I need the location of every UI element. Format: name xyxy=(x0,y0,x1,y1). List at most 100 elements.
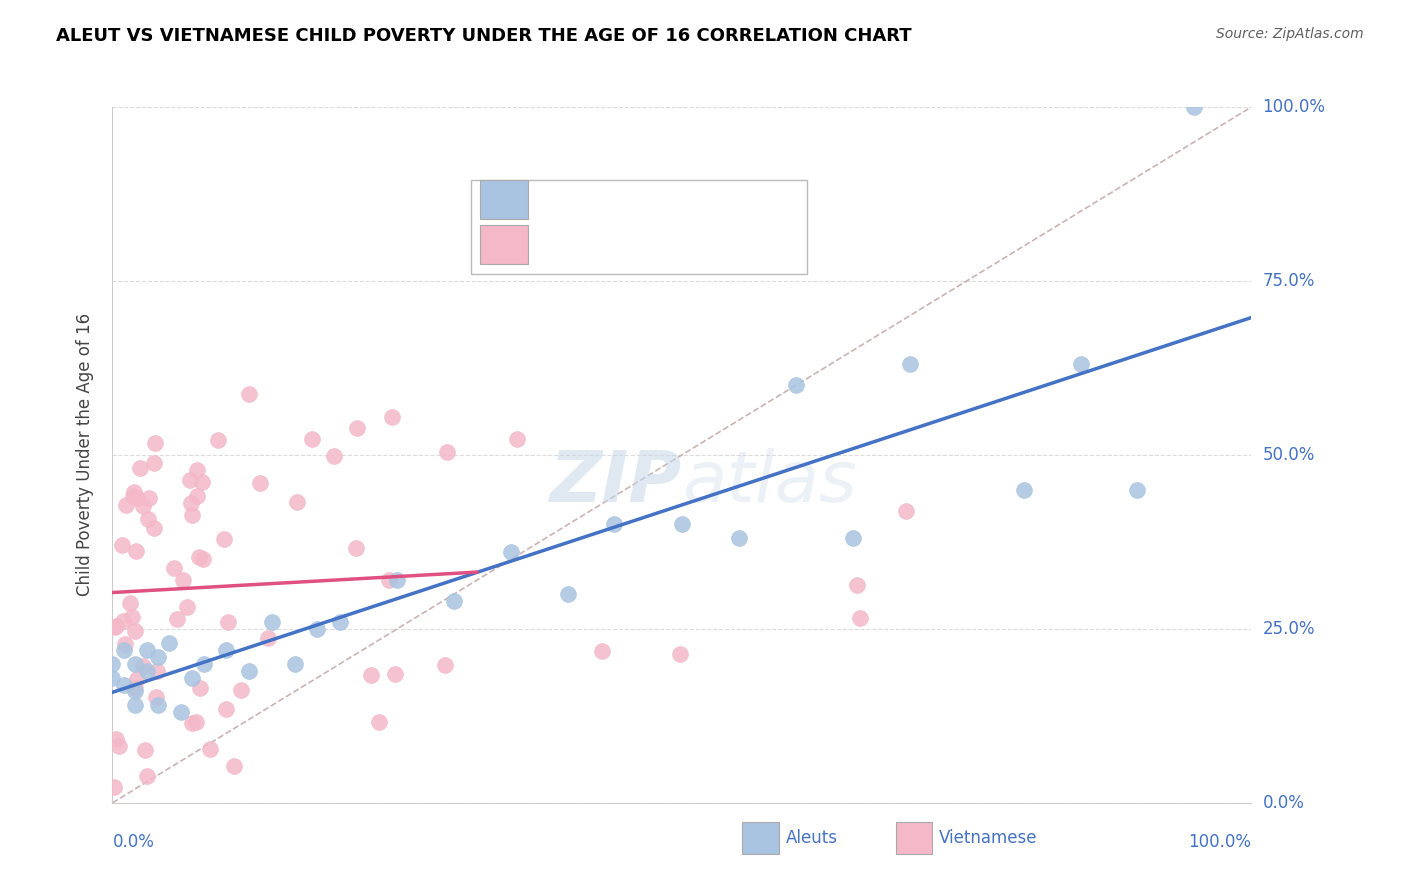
Point xyxy=(118,596,141,610)
Text: R =  0.391: R = 0.391 xyxy=(540,235,628,253)
Point xyxy=(132,659,155,673)
Point xyxy=(135,664,157,678)
Point xyxy=(193,657,215,671)
Point xyxy=(146,649,169,664)
Point xyxy=(114,498,136,512)
Text: Source: ZipAtlas.com: Source: ZipAtlas.com xyxy=(1216,27,1364,41)
Point xyxy=(114,637,136,651)
Point xyxy=(104,619,127,633)
Text: N = 35: N = 35 xyxy=(671,191,728,209)
Point xyxy=(1126,483,1149,497)
Point xyxy=(145,690,167,704)
Point xyxy=(143,436,166,450)
Text: 100.0%: 100.0% xyxy=(1263,98,1326,116)
Point xyxy=(346,421,368,435)
Point xyxy=(368,714,391,729)
Text: 50.0%: 50.0% xyxy=(1263,446,1315,464)
Point xyxy=(898,358,921,372)
Point xyxy=(134,743,156,757)
Point xyxy=(111,537,134,551)
Point xyxy=(849,611,872,625)
Point xyxy=(184,714,207,729)
Point xyxy=(378,573,401,587)
Point xyxy=(285,495,308,509)
Point xyxy=(260,615,283,629)
Text: N = 73: N = 73 xyxy=(671,235,728,253)
FancyBboxPatch shape xyxy=(481,225,529,264)
Point xyxy=(125,543,148,558)
Point xyxy=(360,667,382,681)
Point xyxy=(1012,483,1035,497)
Point xyxy=(107,739,129,754)
Point xyxy=(257,631,280,645)
Point xyxy=(128,460,150,475)
Point xyxy=(1184,100,1206,114)
Point xyxy=(136,512,159,526)
Point xyxy=(506,432,529,446)
Point xyxy=(101,657,124,671)
Point xyxy=(207,434,229,448)
Point xyxy=(224,758,246,772)
Point xyxy=(146,665,169,679)
Point xyxy=(159,636,180,650)
Text: Aleuts: Aleuts xyxy=(786,829,838,847)
Point xyxy=(301,432,323,446)
Y-axis label: Child Poverty Under the Age of 16: Child Poverty Under the Age of 16 xyxy=(76,313,94,597)
Point xyxy=(163,561,186,575)
Point xyxy=(785,378,807,392)
Point xyxy=(101,671,124,685)
Text: Vietnamese: Vietnamese xyxy=(939,829,1038,847)
Text: 0.0%: 0.0% xyxy=(1263,794,1305,812)
Point xyxy=(1069,358,1091,372)
Text: 0.0%: 0.0% xyxy=(112,833,155,851)
Point xyxy=(186,463,208,477)
Point xyxy=(124,698,146,713)
Point xyxy=(557,587,579,601)
Text: 100.0%: 100.0% xyxy=(1188,833,1251,851)
Point xyxy=(323,449,346,463)
Point xyxy=(103,780,125,795)
Point xyxy=(307,622,329,636)
Point xyxy=(112,677,135,691)
Text: 25.0%: 25.0% xyxy=(1263,620,1315,638)
Point xyxy=(127,491,149,505)
Point xyxy=(125,672,148,686)
Point xyxy=(602,517,624,532)
Point xyxy=(176,599,198,614)
Point xyxy=(284,657,307,671)
Point xyxy=(142,521,165,535)
Point xyxy=(217,615,239,629)
Point xyxy=(188,549,211,564)
Text: 75.0%: 75.0% xyxy=(1263,272,1315,290)
Point xyxy=(249,475,271,490)
Point xyxy=(215,642,238,657)
Point xyxy=(135,769,157,783)
Point xyxy=(121,610,143,624)
Point xyxy=(104,732,127,747)
Point xyxy=(104,618,127,632)
Point xyxy=(179,473,201,487)
Point xyxy=(238,387,260,401)
Point xyxy=(896,503,918,517)
Point xyxy=(132,500,155,514)
FancyBboxPatch shape xyxy=(896,822,932,855)
Point xyxy=(191,552,214,566)
FancyBboxPatch shape xyxy=(471,180,807,274)
Point xyxy=(122,484,145,499)
Point xyxy=(728,532,751,546)
Point xyxy=(186,489,208,503)
Point xyxy=(172,573,194,587)
FancyBboxPatch shape xyxy=(481,180,529,219)
Point xyxy=(591,644,613,658)
Point xyxy=(124,624,146,639)
Point xyxy=(212,532,235,546)
Point xyxy=(180,496,202,510)
Text: atlas: atlas xyxy=(682,449,856,517)
Point xyxy=(111,614,134,628)
Point xyxy=(214,702,236,716)
Text: ZIP: ZIP xyxy=(550,449,682,517)
Point xyxy=(166,612,188,626)
Point xyxy=(146,698,169,713)
Point xyxy=(188,681,211,695)
Point xyxy=(190,475,212,490)
